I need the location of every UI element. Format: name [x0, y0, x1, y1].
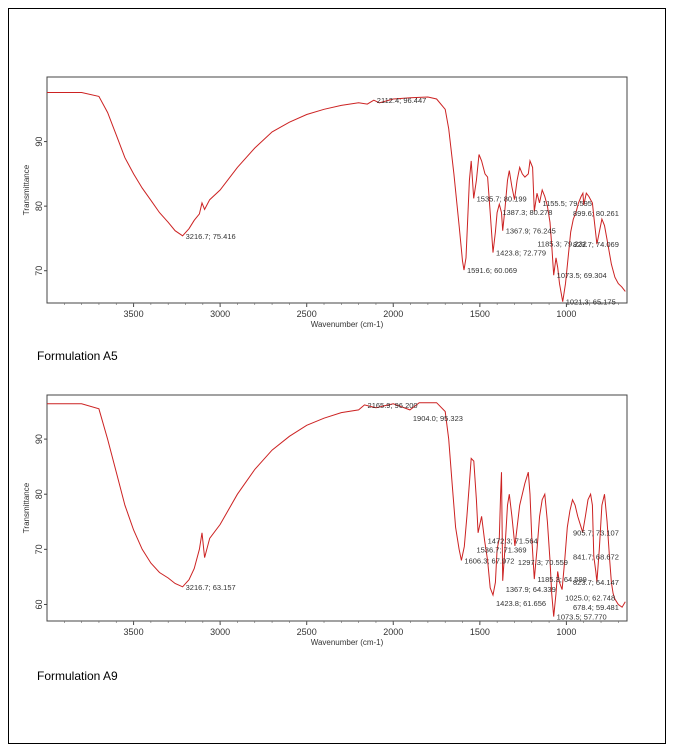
y-tick-label: 80: [34, 489, 44, 499]
peak-label: 1185.3; 79.232: [537, 239, 587, 248]
peak-label: 3216.7; 75.416: [186, 232, 236, 241]
caption-formulation-a9: Formulation A9: [37, 669, 118, 683]
peak-label: 1606.3; 67.972: [464, 556, 514, 565]
y-tick-label: 80: [34, 201, 44, 211]
y-tick-label: 70: [34, 544, 44, 554]
peak-label: 1367.9; 76.245: [506, 227, 556, 236]
peak-label: 2112.4; 96.447: [377, 96, 427, 105]
peak-label: 1297.3; 70.559: [518, 558, 568, 567]
peak-label: 899.6; 80.261: [573, 209, 619, 218]
peak-label: 1073.5; 57.770: [557, 613, 607, 622]
peak-label: 1472.3; 71.564: [488, 537, 538, 546]
ftir-chart-a5: 3500 3000 2500 2000 1500 1000 70 80 90 Wavenumber…: [22, 71, 633, 341]
x-tick-label: 3500: [124, 627, 144, 637]
peak-label: 1904.0; 95.323: [413, 414, 463, 423]
chart-svg: 3500 3000 2500 2000 1500 1000 70 80 90 Wavenumber…: [22, 76, 628, 329]
y-axis-label: Transmittance: [22, 482, 31, 533]
peak-label: 2165.9; 96.200: [368, 401, 418, 410]
x-tick-label: 3000: [210, 309, 230, 319]
peak-label: 3216.7; 63.157: [186, 583, 236, 592]
peak-label: 1021.3; 65.175: [566, 298, 616, 307]
peak-label: 823.7; 74.069: [573, 240, 619, 249]
x-tick-label: 2000: [383, 627, 403, 637]
plot-frame: [46, 394, 628, 622]
peak-label: 1155.5; 79.595: [542, 199, 592, 208]
peak-label: 1025.0; 62.748: [565, 594, 615, 603]
peak-label: 841.7; 68.672: [573, 553, 619, 562]
peak-label: 1185.3; 64.599: [537, 575, 587, 584]
x-tick-label: 1500: [470, 627, 490, 637]
y-tick-label: 90: [34, 137, 44, 147]
x-tick-label: 1000: [556, 627, 576, 637]
peak-label: 678.4; 59.481: [573, 603, 619, 612]
ftir-chart-a9: 3500 3000 2500 2000 1500 1000 60 70 80 90 Wavenumb…: [22, 389, 633, 659]
peak-label: 1536.7; 71.369: [476, 546, 526, 555]
peak-label: 1423.8; 61.656: [496, 599, 546, 608]
caption-formulation-a5: Formulation A5: [37, 349, 118, 363]
x-tick-label: 2500: [297, 627, 317, 637]
peak-label: 1367.9; 64.339: [506, 585, 556, 594]
x-tick-label: 1500: [470, 309, 490, 319]
y-tick-label: 70: [34, 266, 44, 276]
y-tick-label: 60: [34, 599, 44, 609]
plot-frame: [46, 76, 628, 304]
peak-label: 1387.3; 80.278: [502, 208, 552, 217]
x-axis-label: Wavenumber (cm-1): [311, 638, 384, 647]
x-tick-label: 2500: [297, 309, 317, 319]
peak-label: 1591.6; 60.069: [467, 266, 517, 275]
peak-label: 823.7; 64.147: [573, 578, 619, 587]
y-tick-label: 90: [34, 434, 44, 444]
y-axis-label: Transmittance: [22, 164, 31, 215]
chart-svg: 3500 3000 2500 2000 1500 1000 60 70 80 90 Wavenumb…: [22, 394, 628, 647]
x-tick-label: 3000: [210, 627, 230, 637]
x-tick-label: 2000: [383, 309, 403, 319]
x-tick-label: 3500: [124, 309, 144, 319]
peak-label: 1535.7; 80.199: [477, 194, 527, 203]
peak-label: 905.7; 73.107: [573, 528, 619, 537]
peak-label: 1423.8; 72.779: [496, 249, 546, 258]
page-frame: 3500 3000 2500 2000 1500 1000 70 80 90 Wavenumber…: [8, 8, 666, 744]
x-tick-label: 1000: [556, 309, 576, 319]
spectrum-line: [47, 92, 626, 302]
x-axis-label: Wavenumber (cm-1): [311, 320, 384, 329]
spectrum-line: [47, 402, 626, 617]
peak-label: 1073.5; 69.304: [557, 271, 607, 280]
